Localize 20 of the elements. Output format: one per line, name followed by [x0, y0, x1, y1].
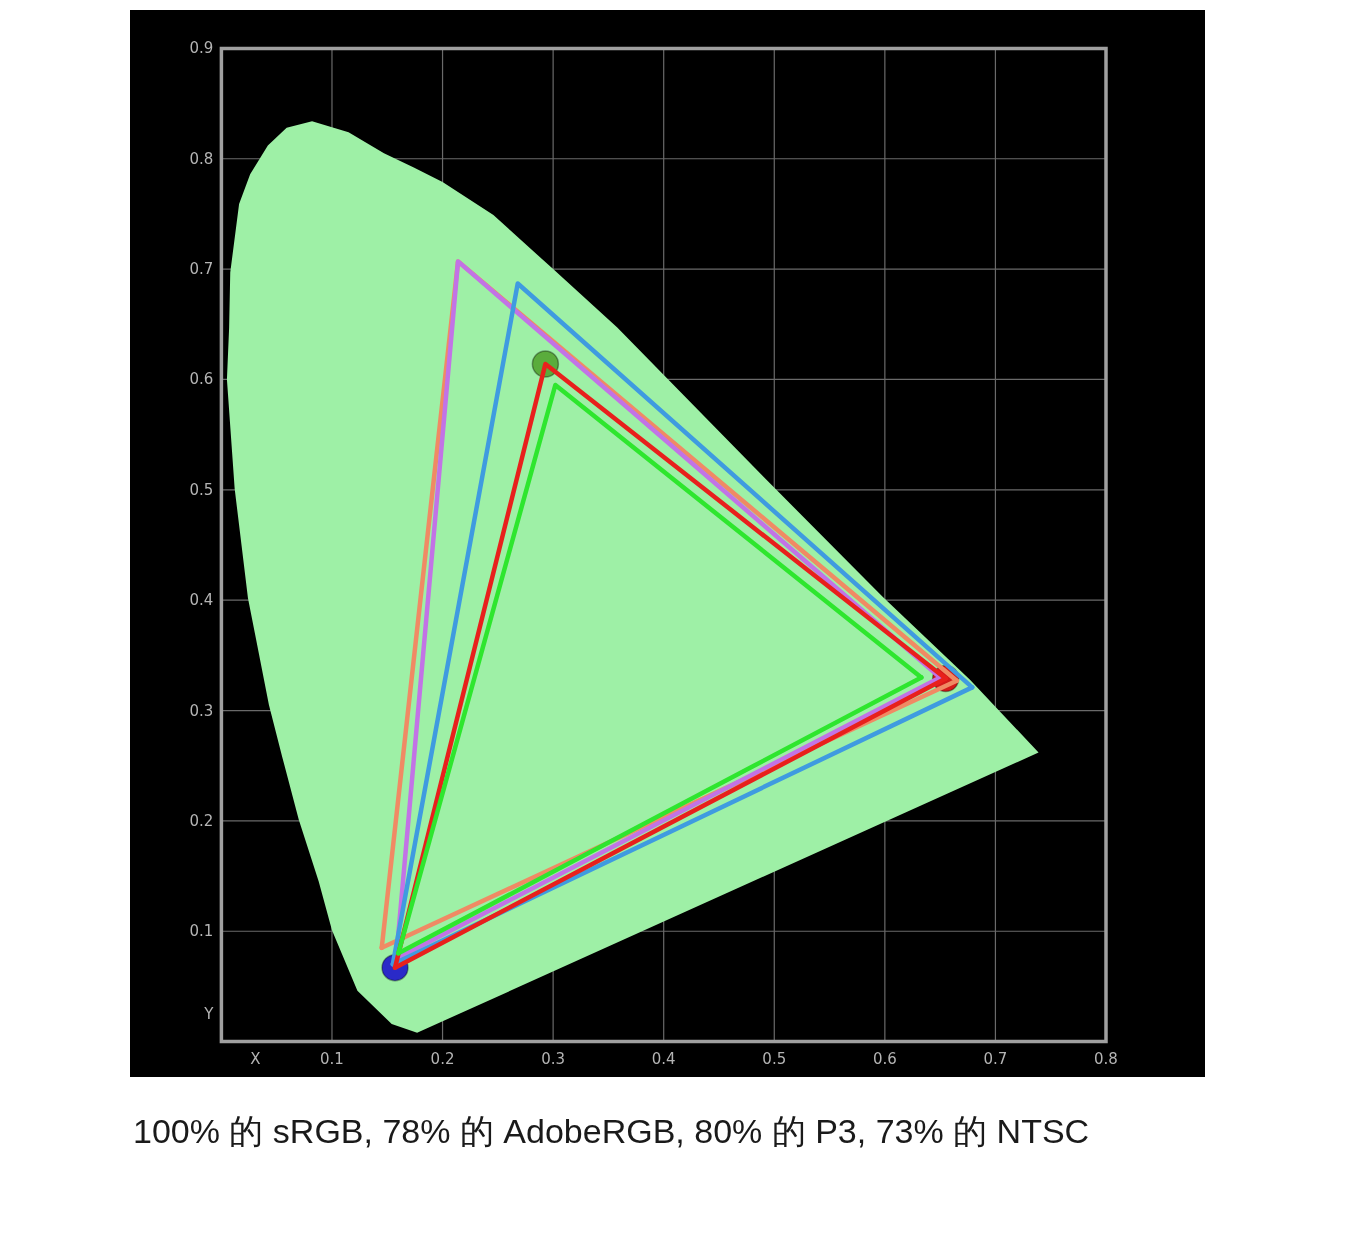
y-axis-title: Y	[203, 1004, 215, 1023]
y-tick-label: 0.5	[189, 480, 214, 499]
y-tick-label: 0.8	[189, 149, 214, 168]
y-tick-label: 0.2	[189, 811, 214, 830]
x-tick-label: 0.6	[872, 1049, 897, 1068]
x-tick-label: 0.3	[541, 1049, 566, 1068]
y-tick-label: 0.1	[189, 922, 214, 941]
x-tick-label: 0.4	[651, 1049, 676, 1068]
x-tick-label: 0.8	[1094, 1049, 1118, 1068]
x-tick-label: 0.7	[983, 1049, 1008, 1068]
y-tick-label: 0.7	[189, 260, 214, 279]
y-tick-label: 0.6	[189, 370, 214, 389]
x-axis-title: X	[250, 1049, 261, 1068]
text: 100% 的 sRGB, 78% 的 AdobeRGB, 80% 的 P3, 73% 的 NTSC	[133, 1112, 1090, 1150]
y-tick-label: 0.3	[189, 701, 214, 720]
y-tick-label: 0.4	[189, 591, 214, 610]
x-tick-label: 0.2	[430, 1049, 455, 1068]
x-tick-label: 0.1	[320, 1049, 344, 1068]
y-tick-label: 0.9	[189, 39, 214, 58]
x-tick-label: 0.5	[762, 1049, 787, 1068]
